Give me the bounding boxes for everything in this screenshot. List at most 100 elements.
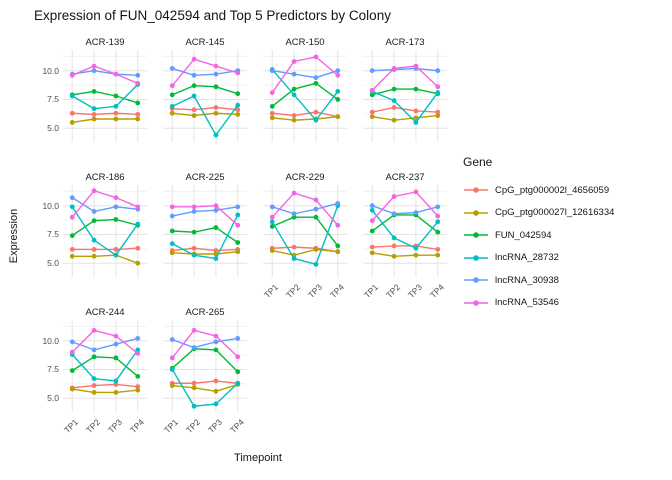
facet-panel xyxy=(63,50,147,142)
facet-ACR-244: ACR-244 5.0 7.5 10.0 TP1 TP2 TP3 TP4 xyxy=(42,306,147,441)
legend-label: CpG_ptg000027l_12616334 xyxy=(495,207,615,219)
data-point xyxy=(91,347,97,353)
series-line-FUN_042594 xyxy=(71,356,139,378)
series-line-FUN_042594 xyxy=(71,90,139,104)
data-point xyxy=(413,210,419,215)
data-point xyxy=(69,368,75,373)
data-point xyxy=(435,90,441,95)
y-tick-label: 10.0 xyxy=(42,65,59,76)
data-point xyxy=(91,383,97,388)
facet-panel xyxy=(163,185,247,277)
data-point xyxy=(91,376,97,382)
data-point xyxy=(213,388,219,394)
data-point xyxy=(313,214,319,220)
data-point xyxy=(113,341,119,347)
data-point xyxy=(135,260,141,266)
legend-item-CpG_ptg000002l_4656059: CpG_ptg000002l_4656059 xyxy=(463,179,669,202)
series-line-lncRNA_53546 xyxy=(371,65,439,91)
data-point xyxy=(413,86,419,92)
data-point xyxy=(169,250,175,256)
data-point xyxy=(435,109,441,115)
series-line-lncRNA_30938 xyxy=(271,70,339,79)
series-line-lncRNA_53546 xyxy=(171,58,239,87)
facet-panel xyxy=(63,185,147,277)
data-point xyxy=(69,253,75,259)
data-point xyxy=(213,378,219,384)
series-line-lncRNA_53546 xyxy=(71,329,139,355)
data-point xyxy=(113,195,119,201)
legend-item-lncRNA_53546: lncRNA_53546 xyxy=(463,292,669,315)
x-tick-label: TP2 xyxy=(284,282,303,301)
data-point xyxy=(391,98,397,103)
series-line-lncRNA_28732 xyxy=(171,214,239,260)
data-point xyxy=(435,229,441,235)
data-point xyxy=(369,114,375,120)
data-point xyxy=(369,68,375,74)
legend-item-lncRNA_30938: lncRNA_30938 xyxy=(463,269,669,292)
series-line-FUN_042594 xyxy=(71,218,139,237)
x-axis-title: Timepoint xyxy=(234,452,282,464)
data-point xyxy=(135,112,141,117)
data-point xyxy=(391,86,397,92)
data-point xyxy=(169,228,175,234)
data-point xyxy=(91,247,97,252)
data-point xyxy=(235,91,241,97)
series-line-FUN_042594 xyxy=(171,348,239,373)
series-line-CpG_ptg000002l_4656059 xyxy=(171,106,239,111)
facet-strip-label: ACR-150 xyxy=(285,37,325,48)
series-line-lncRNA_53546 xyxy=(271,56,339,94)
data-point xyxy=(435,252,441,258)
data-point xyxy=(413,252,419,258)
facet-ACR-139: ACR-139 5.0 7.5 10.0 xyxy=(42,36,147,171)
series-line-FUN_042594 xyxy=(371,88,439,96)
series-line-CpG_ptg000002l_4656059 xyxy=(71,247,139,251)
data-point xyxy=(291,71,297,77)
data-point xyxy=(113,378,119,384)
data-point xyxy=(435,213,441,219)
data-point xyxy=(69,110,75,116)
data-point xyxy=(213,105,219,110)
facet-strip-label: ACR-145 xyxy=(185,37,225,48)
data-point xyxy=(391,211,397,217)
data-point xyxy=(113,103,119,109)
data-point xyxy=(335,249,341,255)
data-point xyxy=(369,203,375,209)
series-line-FUN_042594 xyxy=(271,82,339,108)
data-point xyxy=(235,222,241,228)
data-point xyxy=(169,355,175,361)
data-point xyxy=(91,237,97,243)
data-point xyxy=(269,204,275,210)
data-point xyxy=(113,93,119,99)
data-point xyxy=(291,59,297,64)
x-tick-label: TP2 xyxy=(384,282,403,301)
data-point xyxy=(213,207,219,213)
data-point xyxy=(313,75,319,80)
data-point xyxy=(113,390,119,395)
series-line-lncRNA_30938 xyxy=(271,202,339,215)
legend-label: CpG_ptg000002l_4656059 xyxy=(495,184,610,196)
facet-strip-label: ACR-265 xyxy=(185,307,225,318)
y-tick-label: 5.0 xyxy=(47,123,59,134)
y-tick-label: 7.5 xyxy=(47,229,59,240)
facet-panel xyxy=(63,320,147,412)
legend-title: Gene xyxy=(463,155,493,169)
data-point xyxy=(191,252,197,258)
data-point xyxy=(291,214,297,220)
series-line-lncRNA_53546 xyxy=(371,191,439,222)
x-tick-label: TP3 xyxy=(305,282,324,301)
data-point xyxy=(213,401,219,407)
data-point xyxy=(291,117,297,123)
data-point xyxy=(135,100,141,106)
data-point xyxy=(213,347,219,353)
data-point xyxy=(191,345,197,350)
legend-key-point xyxy=(473,187,479,194)
data-point xyxy=(269,68,275,74)
data-point xyxy=(135,373,141,379)
data-point xyxy=(69,233,75,238)
data-point xyxy=(335,68,341,74)
data-point xyxy=(335,114,341,120)
data-point xyxy=(313,117,319,123)
data-point xyxy=(213,63,219,69)
legend: Gene CpG_ptg000002l_4656059 CpG_ptg000027… xyxy=(463,155,669,314)
data-point xyxy=(213,110,219,116)
